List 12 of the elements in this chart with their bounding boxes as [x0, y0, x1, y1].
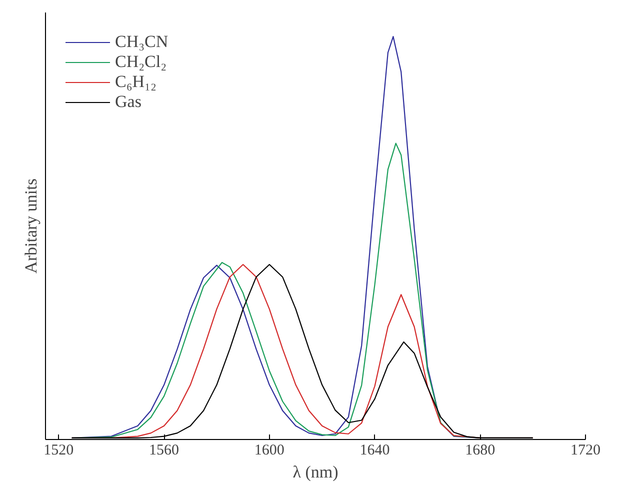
legend-label: Gas — [115, 92, 142, 112]
x-tick-label: 1680 — [465, 442, 496, 458]
y-axis-title: Arbitary units — [22, 178, 40, 274]
legend-label: CH₃CN — [115, 32, 168, 52]
legend-label: C₆H₁₂ — [115, 72, 156, 92]
x-tick-label: 1640 — [360, 442, 390, 458]
x-tick-label: 1560 — [149, 442, 180, 458]
x-tick-label: 1600 — [254, 442, 284, 458]
x-tick-label: 1520 — [44, 442, 74, 458]
legend-label: CH₂Cl₂ — [115, 52, 167, 72]
x-axis-title: λ (nm) — [292, 462, 338, 482]
x-tick-label: 1720 — [570, 442, 600, 458]
